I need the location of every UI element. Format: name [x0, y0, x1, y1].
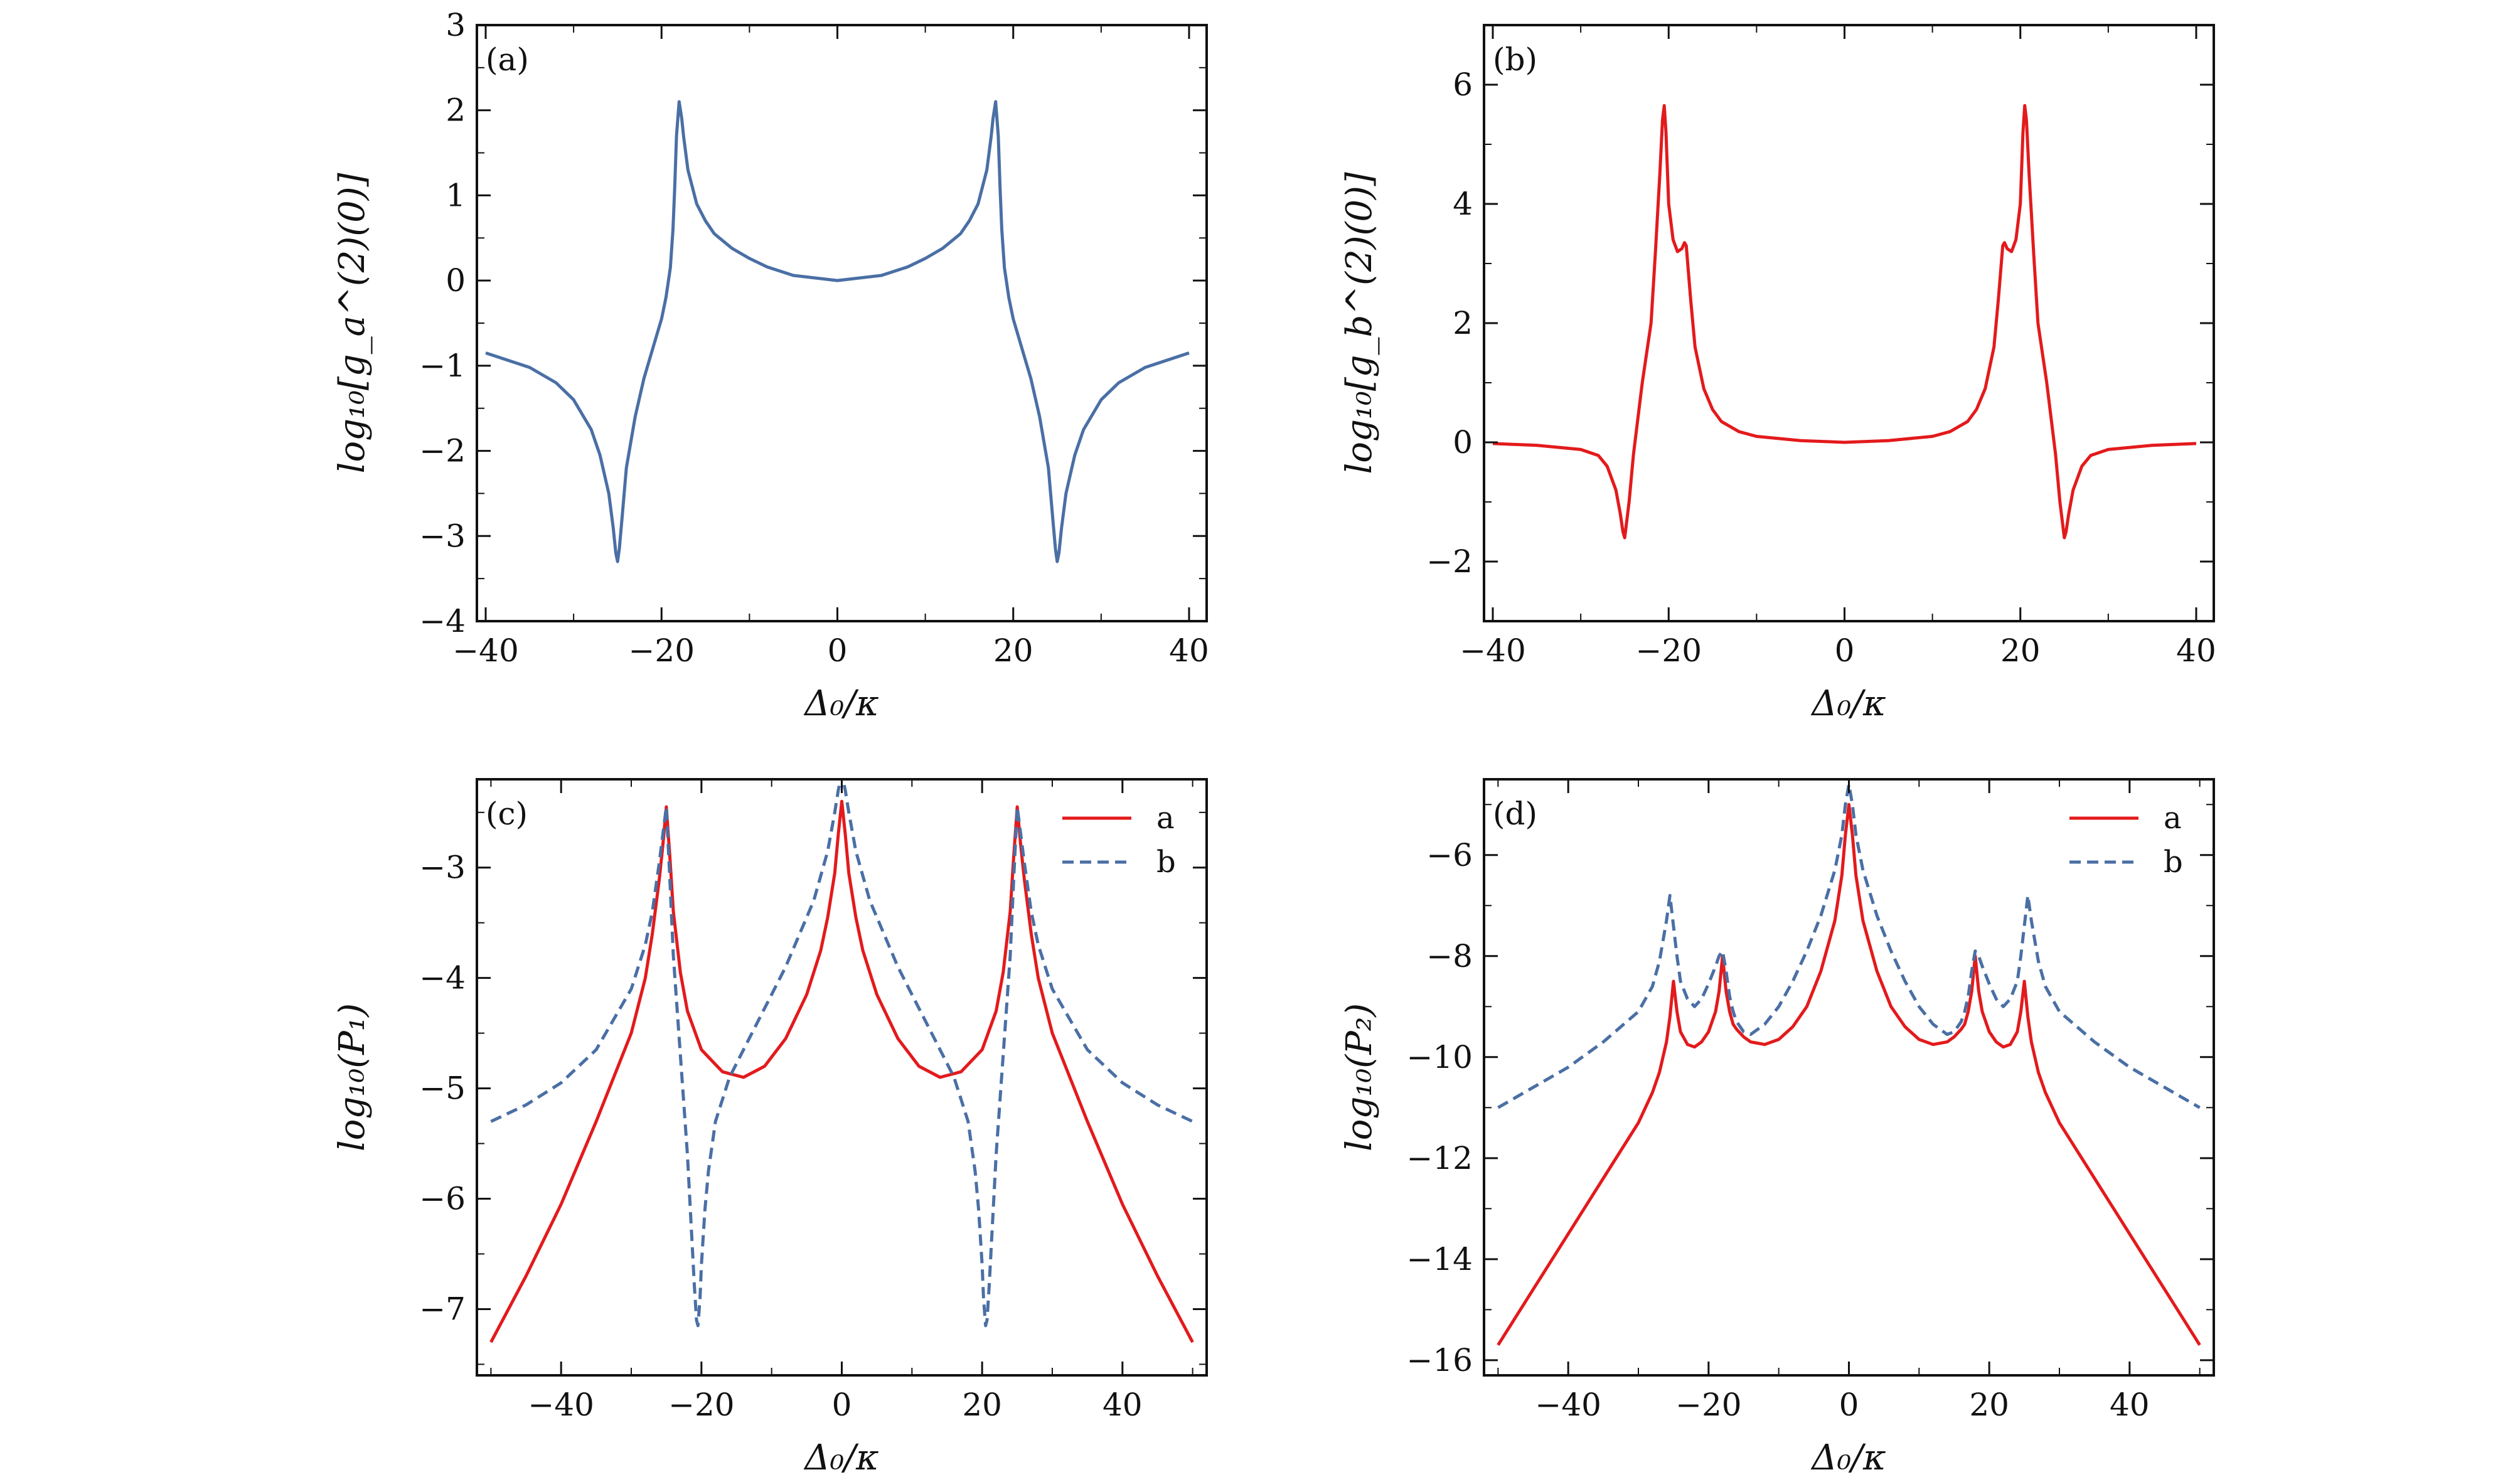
x-tick-label: 20 [993, 632, 1033, 669]
x-tick-label: 0 [1839, 1387, 1859, 1423]
y-tick-label: 6 [1453, 67, 1473, 103]
x-tick-label: 40 [2176, 632, 2216, 669]
y-tick-label: −3 [419, 518, 466, 554]
x-tick-label: −40 [452, 632, 519, 669]
legend-label-b: b [2164, 845, 2183, 880]
y-tick-label: 2 [1453, 305, 1473, 341]
y-tick-label: −1 [419, 348, 466, 384]
y-tick-label: −4 [419, 603, 466, 639]
x-tick-label: 40 [1169, 632, 1209, 669]
plot-frame [476, 24, 1208, 622]
chart-panel-4: −40 −20 0 20 40 −16 −14 −12 −10 −8 −6 Δ₀/κ log₁₀(P₂)… [1339, 778, 2215, 1478]
x-tick-label: 0 [832, 1387, 852, 1423]
legend-label-a: a [1156, 801, 1175, 836]
legend-label-a: a [2164, 801, 2182, 836]
x-tick-label: 0 [1835, 632, 1855, 669]
series-line-b [490, 779, 1193, 1328]
x-tick-label: 20 [962, 1387, 1002, 1423]
y-tick-label: 0 [1453, 424, 1473, 461]
x-tick-label: 20 [1969, 1387, 2009, 1423]
x-tick-label: 40 [2110, 1387, 2150, 1423]
y-tick-label: −3 [419, 850, 466, 886]
series-line-a [489, 799, 1194, 1343]
panel-label: (b) [1493, 41, 1537, 78]
x-axis-label: Δ₀/κ [1810, 1437, 1886, 1478]
x-tick-label: −20 [1635, 632, 1702, 669]
series-line-g-a [485, 100, 1190, 563]
y-tick-label: −2 [419, 433, 466, 469]
y-tick-label: −10 [1406, 1039, 1473, 1075]
y-axis-label: log₁₀[g_a^(2)(0)] [332, 173, 373, 473]
y-tick-label: −7 [419, 1291, 466, 1327]
y-axis-label: log₁₀[g_b^(2)(0)] [1339, 172, 1380, 474]
plot-frame [1483, 24, 2215, 622]
plot-frame [1483, 778, 2215, 1377]
x-tick-label: −20 [1675, 1387, 1742, 1423]
y-tick-label: −4 [419, 960, 466, 996]
y-tick-label: 2 [446, 92, 466, 129]
x-axis-label: Δ₀/κ [803, 683, 878, 724]
plot-frame [476, 778, 1208, 1377]
series-line-g-b [1492, 104, 2197, 540]
x-tick-label: −40 [528, 1387, 594, 1423]
x-tick-label: −20 [628, 632, 695, 669]
x-tick-label: 40 [1102, 1387, 1143, 1423]
x-tick-label: 0 [828, 632, 848, 669]
y-tick-label: −8 [1426, 938, 1473, 974]
x-tick-label: −20 [668, 1387, 735, 1423]
y-axis-label: log₁₀(P₂) [1339, 1003, 1380, 1151]
y-tick-label: −14 [1406, 1241, 1473, 1277]
y-tick-label: −5 [419, 1070, 466, 1107]
y-tick-label: −16 [1406, 1342, 1473, 1378]
y-tick-label: −6 [419, 1181, 466, 1217]
x-tick-label: −40 [1535, 1387, 1601, 1423]
y-tick-label: 4 [1453, 186, 1473, 222]
legend-label-b: b [1156, 845, 1176, 880]
panel-label: (c) [486, 796, 528, 832]
panel-label: (a) [486, 41, 529, 78]
y-axis-label: log₁₀(P₁) [332, 1003, 373, 1151]
y-tick-label: 3 [446, 7, 466, 43]
chart-panel-1: −40 −20 0 20 40 −4 −3 −2 −1 0 1 2 3 Δ₀/κ log₁₀[g_a^(2)… [332, 7, 1209, 724]
y-tick-label: −6 [1426, 837, 1473, 873]
x-axis-label: Δ₀/κ [1810, 683, 1886, 724]
x-tick-label: 20 [2000, 632, 2041, 669]
y-tick-label: −12 [1406, 1140, 1473, 1176]
x-tick-label: −40 [1460, 632, 1526, 669]
x-axis-label: Δ₀/κ [803, 1437, 878, 1478]
series-line-b [1497, 782, 2201, 1109]
chart-panel-2: −40 −20 0 20 40−20246Δ₀/κlog₁₀[g_b^(2)(0)](b… [1339, 24, 2216, 724]
y-tick-label: 1 [446, 177, 466, 213]
y-tick-label: 0 [446, 262, 466, 299]
y-tick-label: −2 [1426, 543, 1473, 580]
panel-label: (d) [1493, 796, 1537, 832]
series-line-a [1497, 802, 2201, 1346]
chart-panel-3: −40 −20 0 20 40 −7 −6 −5 −4 −3 Δ₀/κ log₁₀(P₁) (c) ab [332, 778, 1208, 1478]
